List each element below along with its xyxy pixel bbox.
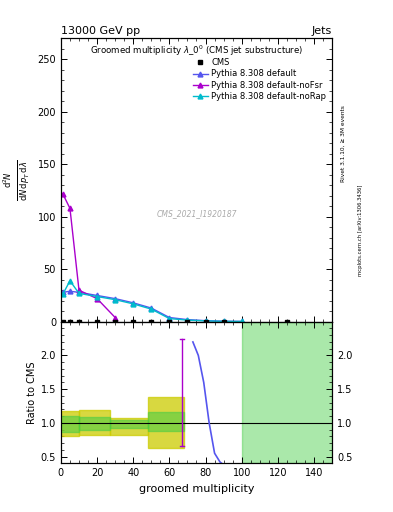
Pythia 8.308 default-noRap (239, 318, 244, 325)
Line: Pythia 8.308 default-noRap: Pythia 8.308 default-noRap (60, 279, 244, 324)
Pythia 8.308 default-noRap (68, 278, 72, 284)
Text: Rivet 3.1.10, ≥ 3M events: Rivet 3.1.10, ≥ 3M events (341, 105, 346, 182)
Text: Groomed multiplicity $\lambda\_0^0$ (CMS jet substructure): Groomed multiplicity $\lambda\_0^0$ (CMS… (90, 44, 303, 58)
Pythia 8.308 default (203, 317, 208, 324)
CMS (167, 318, 172, 325)
CMS (113, 318, 118, 325)
Pythia 8.308 default (239, 318, 244, 325)
CMS (77, 318, 81, 325)
CMS (68, 318, 72, 325)
CMS (61, 318, 65, 325)
Pythia 8.308 default (131, 300, 136, 306)
Line: Pythia 8.308 default: Pythia 8.308 default (60, 289, 244, 324)
Pythia 8.308 default-noFsr (113, 314, 118, 321)
Bar (242, 322, 332, 463)
Line: CMS: CMS (60, 319, 289, 324)
CMS (221, 318, 226, 325)
Pythia 8.308 default-noRap (95, 293, 99, 300)
Pythia 8.308 default (77, 289, 81, 295)
Pythia 8.308 default-noRap (203, 318, 208, 324)
Text: mcplots.cern.ch [arXiv:1306.3436]: mcplots.cern.ch [arXiv:1306.3436] (358, 185, 363, 276)
Y-axis label: $\mathrm{d}^2\!N$
$\overline{\mathrm{d}N\,\mathrm{d}p_T\,\mathrm{d}\lambda}$: $\mathrm{d}^2\!N$ $\overline{\mathrm{d}N… (1, 160, 32, 201)
Pythia 8.308 default-noRap (61, 291, 65, 297)
Pythia 8.308 default-noFsr (61, 190, 65, 197)
Bar (148, 412, 184, 431)
Pythia 8.308 default (113, 295, 118, 302)
Pythia 8.308 default-noRap (185, 317, 190, 323)
Text: CMS_2021_I1920187: CMS_2021_I1920187 (156, 209, 237, 219)
Y-axis label: Ratio to CMS: Ratio to CMS (26, 361, 37, 424)
Pythia 8.308 default (61, 289, 65, 295)
Pythia 8.308 default (185, 316, 190, 323)
CMS (95, 318, 99, 325)
X-axis label: groomed multiplicity: groomed multiplicity (139, 484, 254, 494)
CMS (185, 318, 190, 325)
Bar (148, 397, 184, 448)
Pythia 8.308 default-noRap (221, 318, 226, 325)
Bar (110, 418, 148, 435)
Text: 13000 GeV pp: 13000 GeV pp (61, 26, 140, 36)
Bar (79, 410, 110, 435)
Bar (61, 416, 79, 432)
Pythia 8.308 default-noRap (77, 290, 81, 296)
Pythia 8.308 default-noFsr (77, 287, 81, 293)
Pythia 8.308 default-noRap (131, 301, 136, 307)
Bar (61, 412, 79, 436)
Pythia 8.308 default-noRap (113, 296, 118, 303)
CMS (203, 318, 208, 325)
Pythia 8.308 default-noRap (149, 306, 154, 312)
Line: Pythia 8.308 default-noFsr: Pythia 8.308 default-noFsr (60, 191, 118, 320)
Bar (79, 417, 110, 430)
Pythia 8.308 default (68, 288, 72, 294)
CMS (149, 318, 154, 325)
Pythia 8.308 default (167, 314, 172, 321)
Pythia 8.308 default-noRap (167, 315, 172, 322)
Pythia 8.308 default-noFsr (95, 295, 99, 302)
Bar (110, 420, 148, 428)
Pythia 8.308 default (221, 318, 226, 324)
Pythia 8.308 default (95, 292, 99, 298)
Legend: CMS, Pythia 8.308 default, Pythia 8.308 default-noFsr, Pythia 8.308 default-noRa: CMS, Pythia 8.308 default, Pythia 8.308 … (191, 57, 328, 102)
Pythia 8.308 default (149, 305, 154, 311)
CMS (131, 318, 136, 325)
CMS (285, 318, 289, 325)
Text: Jets: Jets (312, 26, 332, 36)
Pythia 8.308 default-noFsr (68, 205, 72, 211)
